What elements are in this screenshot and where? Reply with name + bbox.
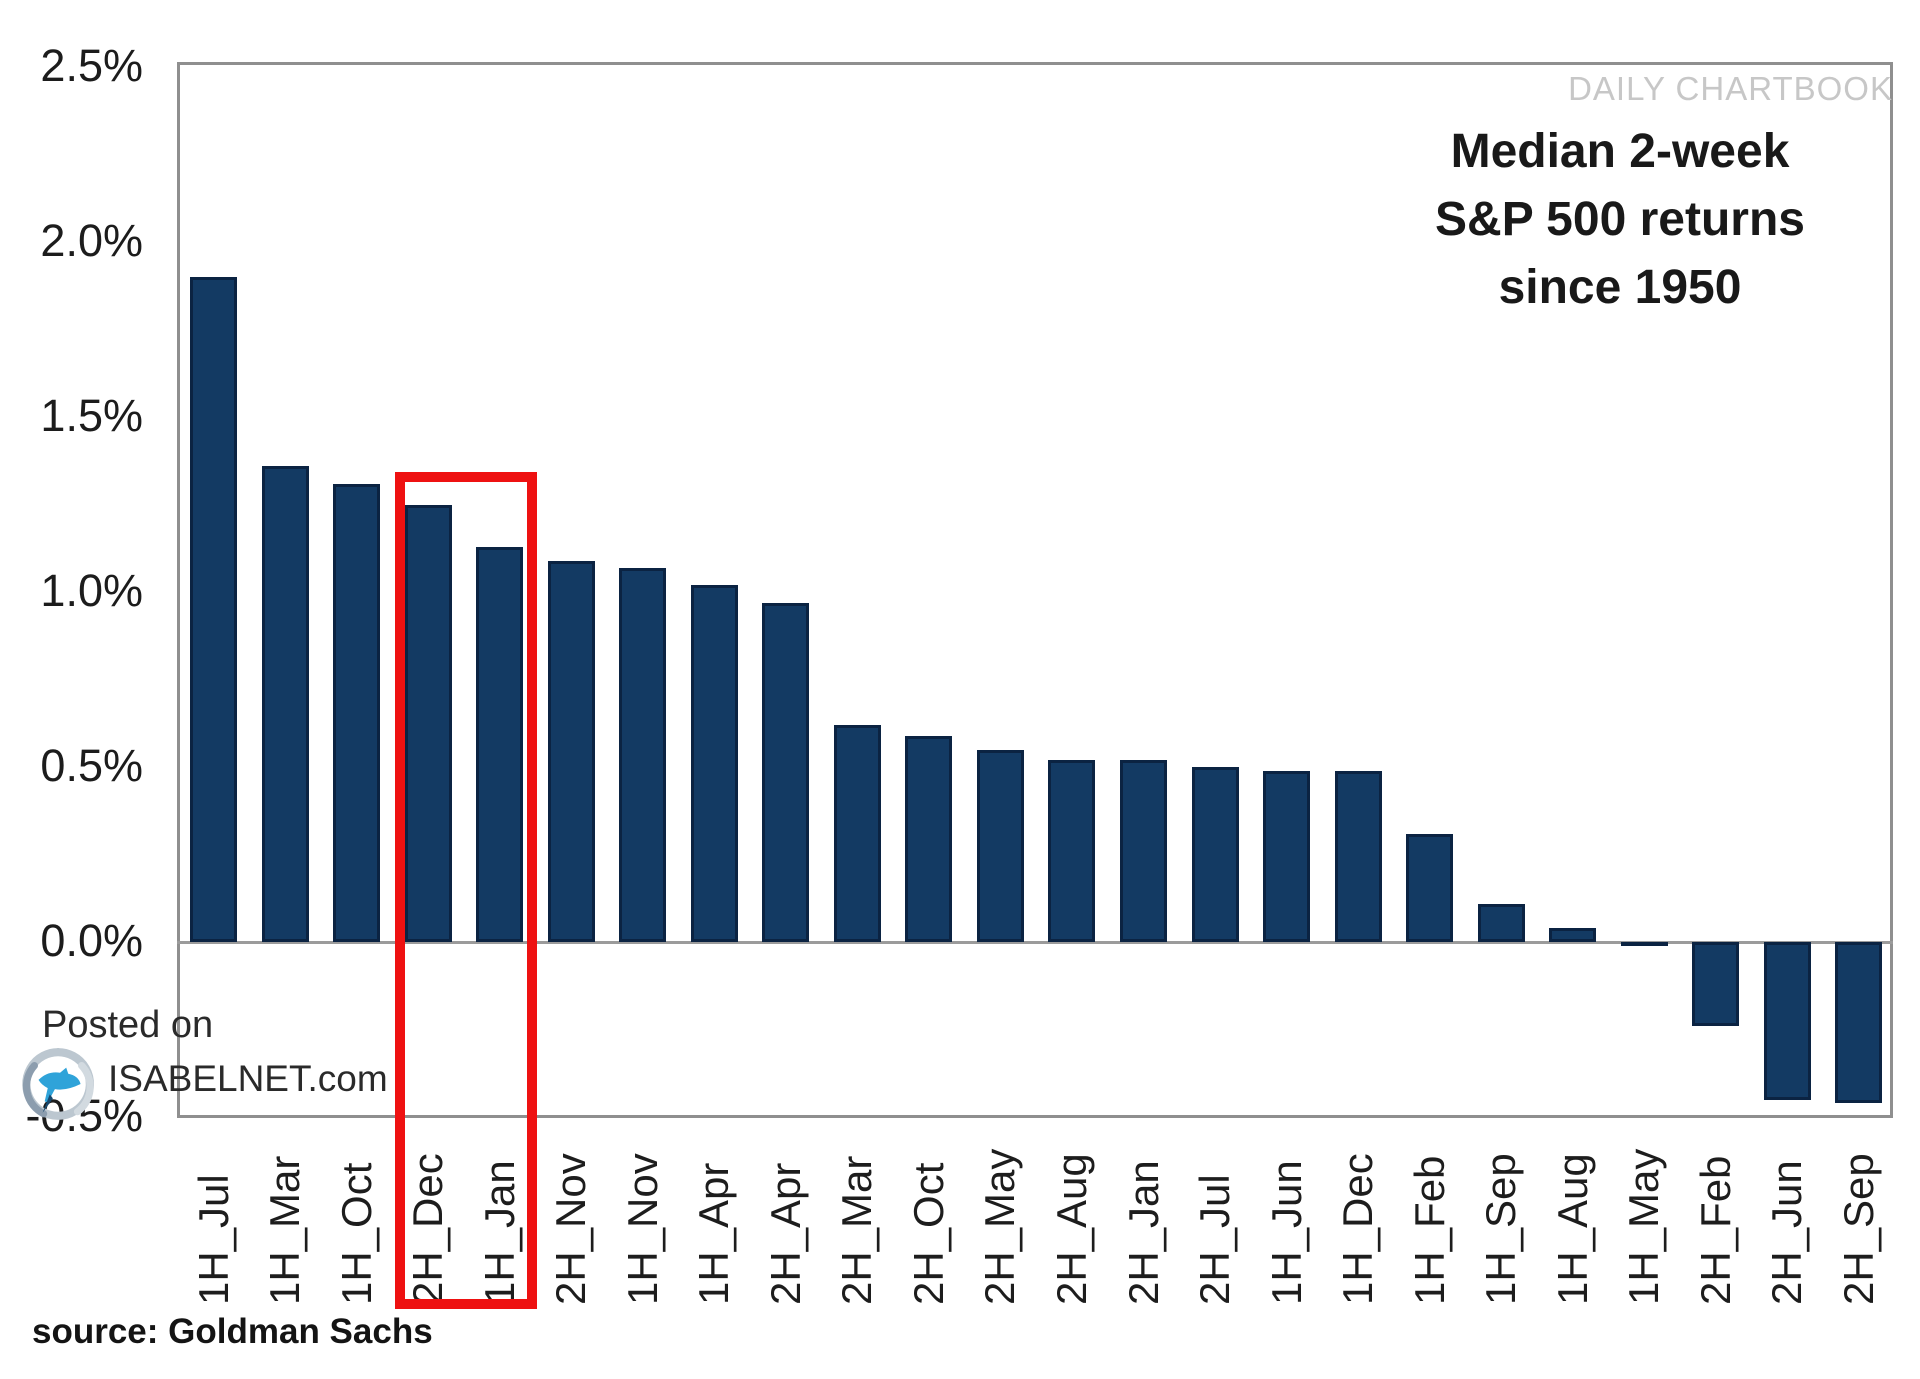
bar-2H_Jun — [1763, 942, 1811, 1100]
x-tick-label-1H_Aug: 1H_Aug — [1548, 1153, 1596, 1305]
bar-1H_Aug — [1549, 928, 1597, 942]
x-tick-label-1H_Sep: 1H_Sep — [1477, 1153, 1525, 1305]
x-tick-label-2H_Nov: 2H_Nov — [547, 1153, 595, 1305]
bar-2H_Dec — [404, 504, 452, 942]
x-tick-label-2H_Apr: 2H_Apr — [761, 1162, 809, 1305]
x-tick-label-1H_Nov: 1H_Nov — [618, 1153, 666, 1305]
bar-2H_Feb — [1692, 942, 1740, 1026]
bar-1H_Jul — [190, 277, 237, 942]
chart-title-line-3: since 1950 — [1498, 261, 1742, 314]
x-tick-label-2H_Feb: 2H_Feb — [1691, 1155, 1739, 1305]
y-tick-label: 0.0% — [40, 915, 143, 966]
y-tick-label: 0.5% — [40, 740, 143, 791]
x-tick-label-2H_Jun: 2H_Jun — [1763, 1160, 1811, 1305]
posted-on-label: Posted on — [42, 1004, 214, 1046]
x-tick-label-1H_May: 1H_May — [1620, 1148, 1668, 1305]
y-tick-label: 1.5% — [40, 390, 143, 441]
bar-1H_Nov — [619, 567, 667, 942]
bar-1H_Jan — [476, 546, 524, 942]
zero-axis-line — [177, 941, 1893, 944]
x-tick-label-2H_May: 2H_May — [976, 1148, 1024, 1305]
bar-1H_Feb — [1406, 833, 1454, 942]
bar-1H_Sep — [1477, 903, 1525, 942]
y-tick-label: 2.5% — [40, 40, 143, 91]
x-tick-label-2H_Sep: 2H_Sep — [1834, 1153, 1882, 1305]
x-tick-label-1H_Jul: 1H_Jul — [189, 1174, 237, 1305]
bar-2H_May — [976, 749, 1024, 942]
bar-1H_Dec — [1334, 770, 1382, 942]
bar-2H_Oct — [905, 735, 953, 942]
bar-2H_Mar — [833, 725, 881, 942]
source-attribution: source: Goldman Sachs — [32, 1312, 433, 1351]
highlight-box — [394, 472, 538, 1309]
chart-title-line-2: S&P 500 returns — [1435, 193, 1805, 246]
daily-chartbook-watermark: DAILY CHARTBOOK — [1568, 70, 1893, 107]
bar-1H_Mar — [261, 466, 309, 942]
chart-title-line-1: Median 2-week — [1450, 125, 1790, 178]
bar-2H_Apr — [762, 602, 810, 942]
bar-2H_Jan — [1120, 760, 1168, 942]
x-tick-label-2H_Mar: 2H_Mar — [833, 1155, 881, 1305]
x-tick-label-2H_Jan: 2H_Jan — [1119, 1160, 1167, 1305]
x-tick-label-2H_Jul: 2H_Jul — [1191, 1174, 1239, 1305]
x-tick-label-1H_Oct: 1H_Oct — [332, 1162, 380, 1305]
isabelnet-logo-icon — [22, 1048, 94, 1120]
x-tick-label-1H_Feb: 1H_Feb — [1405, 1155, 1453, 1305]
x-tick-label-1H_Mar: 1H_Mar — [261, 1155, 309, 1305]
bar-1H_May — [1620, 942, 1668, 946]
x-tick-label-2H_Aug: 2H_Aug — [1047, 1153, 1095, 1305]
x-tick-label-1H_Jun: 1H_Jun — [1262, 1160, 1310, 1305]
x-tick-label-1H_Dec: 1H_Dec — [1334, 1153, 1382, 1305]
chart-title: Median 2-week S&P 500 returns since 1950 — [1380, 118, 1860, 322]
x-tick-label-2H_Oct: 2H_Oct — [904, 1162, 952, 1305]
bar-2H_Nov — [547, 560, 595, 942]
bar-1H_Apr — [690, 585, 738, 942]
bar-1H_Jun — [1263, 770, 1311, 942]
isabelnet-site-label: ISABELNET.com — [108, 1058, 388, 1099]
bar-2H_Jul — [1191, 767, 1239, 942]
bar-2H_Sep — [1835, 942, 1883, 1103]
bar-2H_Aug — [1048, 760, 1096, 942]
y-tick-label: 2.0% — [40, 215, 143, 266]
bar-1H_Oct — [333, 483, 381, 942]
y-tick-label: 1.0% — [40, 565, 143, 616]
x-tick-label-1H_Apr: 1H_Apr — [690, 1162, 738, 1305]
